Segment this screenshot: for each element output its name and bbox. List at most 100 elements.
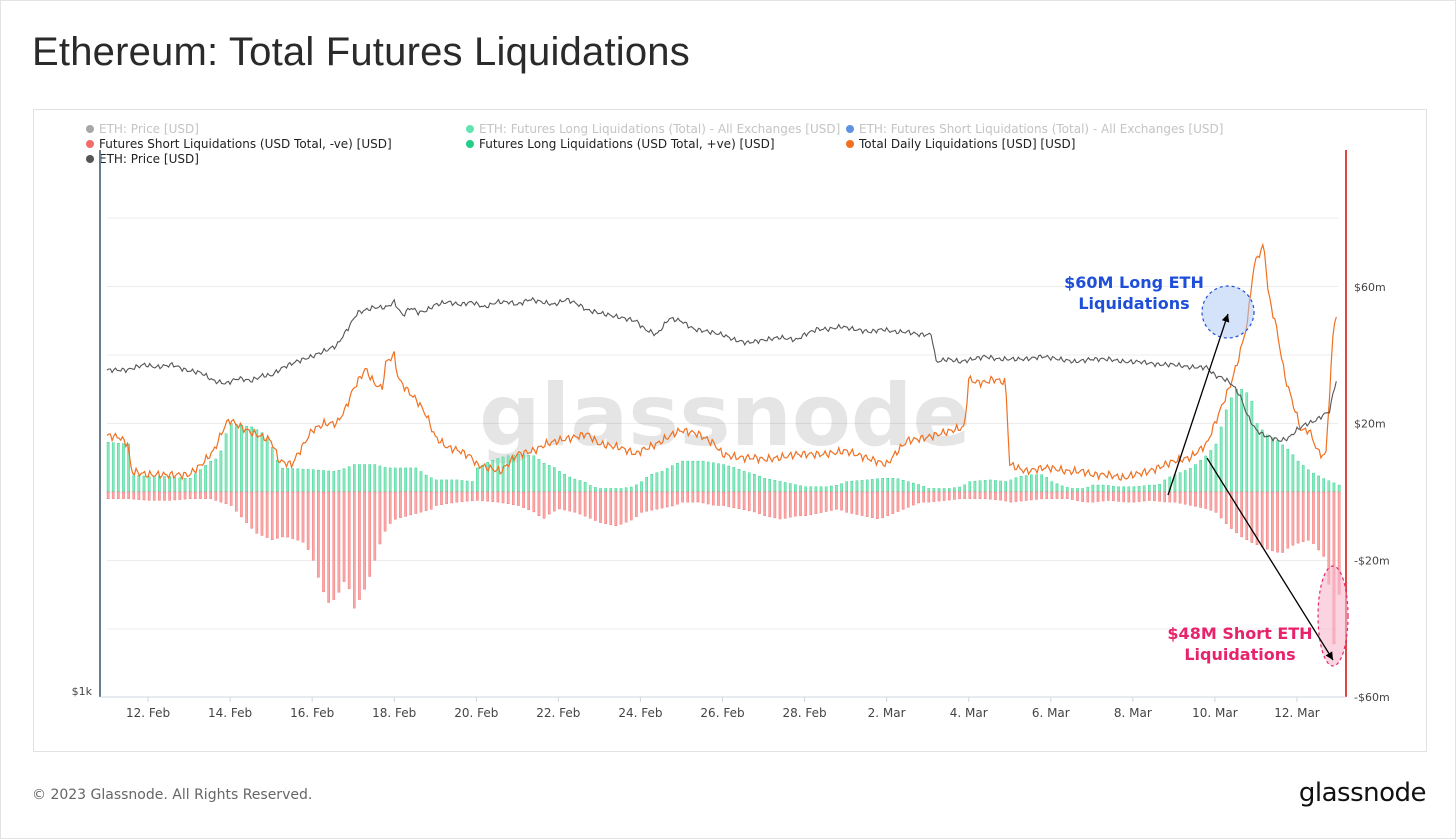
short-liquidation-bar (994, 491, 997, 500)
short-liquidation-bar (932, 491, 936, 502)
long-liquidation-bar (470, 481, 474, 493)
short-bars (106, 491, 1341, 645)
short-liquidation-bar (147, 491, 151, 501)
short-liquidation-bar (937, 491, 941, 502)
long-liquidation-bar (460, 480, 464, 493)
short-liquidation-bar (660, 491, 664, 509)
short-liquidation-bar (558, 491, 561, 510)
long-liquidation-bar (1224, 409, 1228, 493)
short-liquidation-bar (399, 491, 402, 519)
short-liquidation-bar (1281, 491, 1284, 553)
long-liquidation-bar (640, 481, 643, 493)
legend-item[interactable]: ETH: Price [USD] (86, 122, 199, 136)
long-liquidation-bar (1327, 480, 1331, 493)
long-liquidation-bar (311, 469, 315, 493)
long-liquidation-bar (629, 486, 633, 493)
long-liquidation-bar (891, 478, 895, 493)
long-liquidation-bar (342, 468, 346, 493)
long-liquidation-bar (1260, 429, 1264, 493)
legend-item[interactable]: Total Daily Liquidations [USD] [USD] (846, 137, 1075, 151)
long-liquidation-bar (932, 488, 936, 493)
short-liquidation-bar (1209, 491, 1213, 511)
long-liquidation-bar (1076, 488, 1079, 493)
long-liquidation-bar (1096, 484, 1100, 493)
x-tick-label: 6. Mar (1032, 706, 1070, 720)
legend-item[interactable]: Futures Short Liquidations (USD Total, -… (86, 137, 392, 151)
right-axis-tick-label: -$20m (1354, 554, 1390, 567)
short-liquidation-bar (686, 491, 689, 503)
legend-item[interactable]: Futures Long Liquidations (USD Total, +v… (466, 137, 775, 151)
long-liquidation-bar (901, 479, 905, 493)
short-liquidation-bar (527, 491, 530, 511)
short-liquidation-bar (1142, 491, 1146, 502)
x-tick-label: 2. Mar (868, 706, 906, 720)
short-liquidation-bar (486, 491, 489, 502)
short-liquidation-bar (317, 491, 320, 578)
short-liquidation-bar (876, 491, 879, 519)
long-liquidation-bar (1009, 479, 1013, 493)
long-liquidation-bar (1004, 481, 1008, 493)
long-liquidation-bar (830, 485, 833, 493)
legend-item[interactable]: ETH: Price [USD] (86, 152, 199, 166)
legend-item[interactable]: ETH: Futures Short Liquidations (Total) … (846, 122, 1223, 136)
short-liquidation-bar (496, 491, 500, 503)
long-liquidation-bar (799, 485, 802, 493)
long-liquidation-bar (1148, 484, 1151, 493)
short-liquidation-bar (912, 491, 915, 506)
long-liquidation-bar (1245, 392, 1249, 493)
short-liquidation-bar (286, 491, 289, 538)
long-liquidation-bar (183, 478, 187, 493)
right-axis-tick-label: -$60m (1354, 691, 1390, 704)
short-liquidation-bar (1019, 491, 1023, 502)
legend-label: ETH: Futures Long Liquidations (Total) -… (479, 122, 841, 136)
long-liquidation-bar (794, 484, 797, 493)
legend-label: ETH: Price [USD] (99, 152, 199, 166)
long-liquidation-bar (906, 481, 910, 493)
short-liquidation-bar (773, 491, 777, 519)
long-liquidation-bar (260, 432, 264, 493)
long-liquidation-bar (696, 460, 700, 493)
short-liquidation-bar (871, 491, 874, 518)
long-liquidation-bar (850, 480, 854, 493)
short-liquidation-bar (445, 491, 448, 505)
long-liquidation-bar (722, 464, 725, 493)
long-liquidation-bar (788, 483, 792, 493)
long-liquidation-bar (235, 424, 238, 493)
short-liquidation-bar (450, 491, 454, 504)
long-liquidation-bar (1040, 474, 1043, 493)
legend-item[interactable]: ETH: Futures Long Liquidations (Total) -… (466, 122, 840, 136)
long-liquidation-bar (1163, 479, 1167, 493)
short-liquidation-bar (717, 491, 720, 506)
long-liquidation-bar (645, 477, 648, 493)
long-liquidation-bar (327, 470, 330, 493)
long-liquidation-bar (1240, 389, 1243, 493)
short-liquidation-bar (332, 491, 336, 600)
short-liquidation-bar (460, 491, 464, 502)
long-liquidation-bar (363, 464, 366, 493)
long-liquidation-bar (1183, 470, 1187, 493)
short-liquidation-bar (260, 491, 264, 536)
long-liquidation-bar (706, 461, 710, 493)
long-liquidation-bar (712, 462, 715, 493)
short-liquidation-bar (676, 491, 679, 505)
long-liquidation-bar (768, 479, 772, 493)
short-liquidation-bar (245, 491, 248, 523)
short-liquidation-bar (983, 491, 987, 499)
long-liquidation-bar (973, 480, 977, 493)
long-liquidation-bar (1337, 484, 1341, 493)
short-liquidation-bar (681, 491, 684, 503)
long-liquidation-bar (1101, 484, 1105, 493)
long-liquidation-bar (353, 464, 356, 493)
long-liquidation-bar (604, 488, 607, 493)
axes: 12. Feb 14. Feb 16. Feb 18. Feb 20. Feb 22. F… (72, 150, 1390, 720)
long-liquidation-bar (871, 479, 874, 493)
long-liquidation-bar (1086, 486, 1090, 493)
short-liquidation-bar (1106, 491, 1110, 501)
long-liquidation-bar (517, 454, 520, 493)
legend-dot-icon (86, 155, 94, 163)
short-liquidation-bar (963, 491, 966, 499)
short-liquidation-bar (1158, 491, 1161, 502)
short-liquidation-bar (922, 491, 925, 503)
long-liquidation-bar (142, 475, 146, 493)
short-liquidation-bar (1183, 491, 1187, 505)
